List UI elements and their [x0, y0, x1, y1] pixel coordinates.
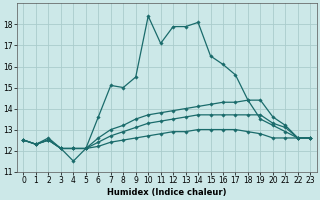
- X-axis label: Humidex (Indice chaleur): Humidex (Indice chaleur): [107, 188, 227, 197]
